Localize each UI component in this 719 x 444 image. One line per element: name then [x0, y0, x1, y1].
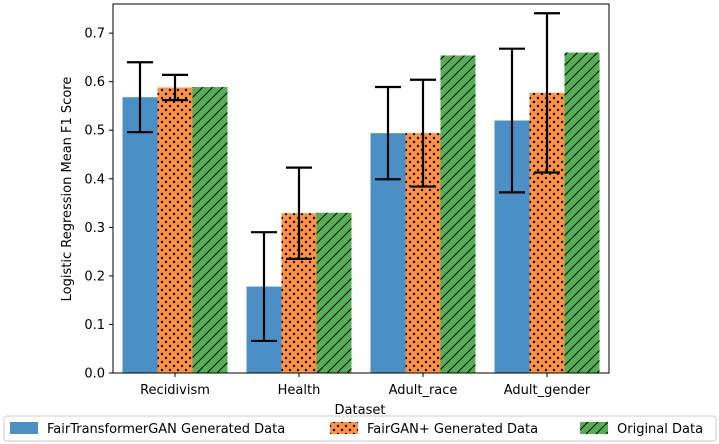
legend-swatch-2: [580, 422, 608, 434]
y-tick-label: 0.7: [84, 27, 105, 42]
error-bar-0-3: [499, 47, 525, 194]
error-bar-1-1: [286, 166, 312, 261]
x-tick-label: Adult_race: [389, 383, 458, 398]
x-tick-label: Recidivism: [140, 383, 210, 398]
legend: FairTransformerGAN Generated Data FairGAN…: [3, 415, 717, 442]
x-tick-label: Adult_gender: [504, 383, 591, 398]
bar-2-1: [316, 212, 352, 373]
legend-label-1: FairGAN+ Generated Data: [367, 422, 538, 437]
error-bar-1-0: [162, 73, 188, 102]
legend-label-0: FairTransformerGAN Generated Data: [47, 422, 285, 437]
plot-frame: [112, 3, 610, 374]
legend-label-2: Original Data: [617, 422, 703, 437]
legend-swatch-0: [10, 422, 38, 434]
y-axis-label: Logistic Regression Mean F1 Score: [60, 77, 75, 302]
error-bar-1-2: [410, 78, 436, 188]
bar-2-3: [564, 52, 600, 373]
legend-swatch-1: [330, 422, 358, 434]
y-tick-label: 0.1: [84, 318, 105, 333]
error-bar-0-2: [375, 85, 401, 181]
y-tick-label: 0.6: [84, 75, 105, 90]
error-bar-0-1: [251, 231, 277, 343]
y-tick-label: 0.0: [84, 367, 105, 382]
y-tick-label: 0.2: [84, 269, 105, 284]
bar-1-0: [157, 87, 193, 373]
x-tick-label: Health: [278, 383, 321, 398]
bar-2-2: [440, 55, 476, 373]
bar-2-0: [192, 87, 228, 374]
error-bar-1-3: [534, 12, 560, 174]
x-axis-label: Dataset: [335, 403, 386, 418]
y-tick-label: 0.3: [84, 221, 105, 236]
y-tick-label: 0.5: [84, 124, 105, 139]
y-tick-label: 0.4: [84, 172, 105, 187]
legend-frame: [3, 415, 717, 442]
bar-0-0: [122, 97, 158, 373]
error-bar-0-0: [127, 61, 153, 134]
